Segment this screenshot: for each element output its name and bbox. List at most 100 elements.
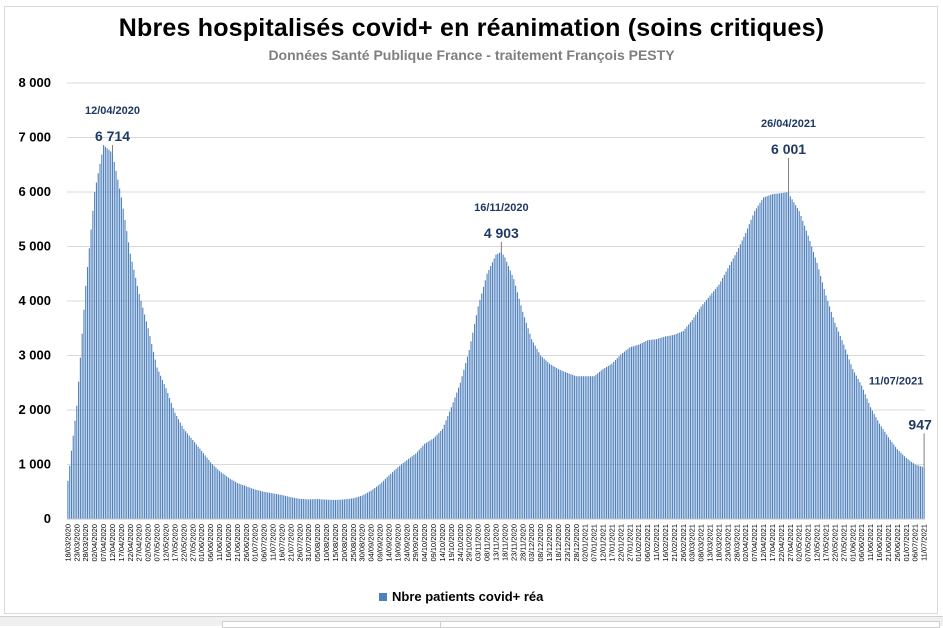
bar <box>866 398 868 519</box>
bar <box>265 492 267 519</box>
bar <box>754 211 756 519</box>
x-tick-label: 01/02/2021 <box>634 524 643 562</box>
bar <box>477 306 479 519</box>
bar <box>672 335 674 519</box>
x-tick-label: 11/02/2021 <box>652 524 661 561</box>
bar <box>515 285 517 519</box>
bar <box>889 439 891 519</box>
bar <box>367 492 369 519</box>
bar <box>584 376 586 519</box>
x-tick-label: 08/03/2021 <box>697 524 706 562</box>
bar <box>905 457 907 519</box>
x-tick-label: 05/08/2020 <box>313 524 322 562</box>
bar <box>670 335 672 519</box>
bar <box>443 424 445 519</box>
x-tick-label: 03/12/2020 <box>527 524 536 562</box>
bar <box>520 305 522 519</box>
x-tick-label: 04/10/2020 <box>420 524 429 562</box>
bar <box>140 300 142 519</box>
bar <box>877 420 879 519</box>
y-tick-label: 2 000 <box>18 402 51 417</box>
bar <box>456 392 458 519</box>
bar <box>875 417 877 519</box>
bar <box>67 480 69 519</box>
x-tick-label: 27/01/2021 <box>625 524 634 562</box>
bar <box>509 270 511 519</box>
bar <box>802 220 804 519</box>
bar <box>752 215 754 519</box>
bar <box>895 446 897 519</box>
bar <box>579 376 581 519</box>
bar <box>648 340 650 519</box>
bar <box>606 366 608 519</box>
bar <box>507 266 510 519</box>
bar <box>342 499 344 519</box>
bar <box>418 449 420 519</box>
bar <box>202 453 205 519</box>
bar <box>124 219 126 520</box>
bar <box>490 266 492 519</box>
legend-swatch <box>379 592 387 601</box>
bar <box>145 321 147 519</box>
bar <box>74 420 76 519</box>
bar <box>459 382 461 519</box>
bar <box>201 450 203 519</box>
bar <box>302 499 304 519</box>
bar <box>729 265 731 519</box>
bar <box>884 431 886 519</box>
x-tick-label: 07/05/2020 <box>153 524 162 562</box>
bar <box>705 299 708 519</box>
bar <box>873 413 875 519</box>
bar <box>488 269 490 519</box>
bar <box>839 335 841 519</box>
bar <box>393 470 395 519</box>
bar <box>425 442 427 519</box>
bar <box>497 253 499 520</box>
bar <box>693 317 695 519</box>
x-tick-label: 07/01/2021 <box>590 524 599 562</box>
x-tick-label: 12/05/2020 <box>162 524 171 562</box>
bar <box>589 376 592 519</box>
bar <box>857 378 859 519</box>
x-tick-label: 17/01/2021 <box>607 524 616 562</box>
bar <box>383 480 385 519</box>
bar <box>276 494 278 519</box>
x-tick-label: 06/02/2021 <box>643 524 652 562</box>
bar <box>327 499 329 519</box>
bar <box>324 499 326 519</box>
x-tick-label: 12/01/2021 <box>599 524 608 562</box>
bar <box>777 193 779 519</box>
bar <box>593 376 595 519</box>
bar <box>309 499 312 519</box>
bar <box>227 477 229 519</box>
x-tick-label: 17/05/2021 <box>822 524 831 562</box>
bar <box>317 499 319 519</box>
bar <box>76 405 78 519</box>
bar <box>611 363 613 519</box>
bar <box>700 306 702 519</box>
bar <box>365 493 367 519</box>
bar <box>88 248 90 519</box>
bar <box>814 257 816 519</box>
bar <box>812 251 815 519</box>
bar <box>789 196 791 520</box>
bar <box>236 483 238 519</box>
bar <box>254 489 256 519</box>
bar <box>158 371 160 519</box>
bar <box>736 251 738 519</box>
bar <box>561 370 563 519</box>
y-tick-label: 0 <box>44 511 51 526</box>
bar <box>536 348 538 519</box>
bar <box>577 376 579 519</box>
x-tick-label: 02/01/2021 <box>581 524 590 562</box>
bar <box>474 323 476 519</box>
bar <box>773 193 775 519</box>
bar <box>654 339 656 519</box>
bar <box>911 461 913 519</box>
bar <box>470 341 472 519</box>
bar <box>582 376 584 519</box>
bar <box>750 219 752 520</box>
x-tick-label: 21/06/2020 <box>233 524 242 562</box>
bar <box>830 311 832 519</box>
bar <box>190 437 192 519</box>
